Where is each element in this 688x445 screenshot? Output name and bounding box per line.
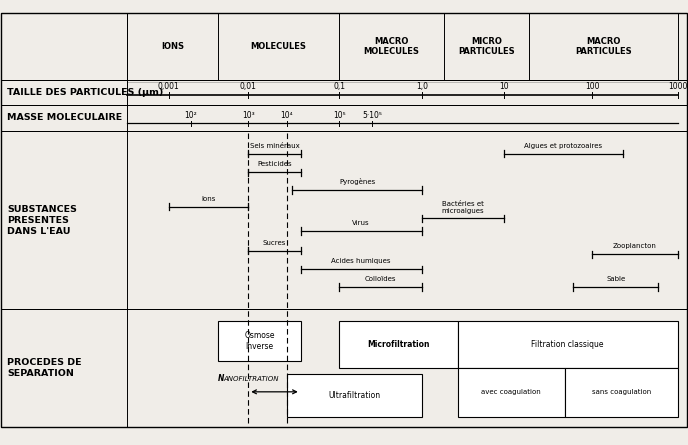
Text: MASSE MOLECULAIRE: MASSE MOLECULAIRE bbox=[7, 113, 122, 122]
Text: MACRO
PARTICULES: MACRO PARTICULES bbox=[575, 37, 632, 56]
Text: SUBSTANCES
PRESENTES
DANS L'EAU: SUBSTANCES PRESENTES DANS L'EAU bbox=[7, 205, 77, 236]
Text: Bactéries et
microalgues: Bactéries et microalgues bbox=[442, 201, 484, 214]
Text: 10³: 10³ bbox=[242, 111, 255, 120]
Text: 0,01: 0,01 bbox=[240, 82, 257, 91]
Bar bbox=[287, 374, 422, 417]
Text: Sels minéraux: Sels minéraux bbox=[250, 143, 299, 149]
Text: Ultrafiltration: Ultrafiltration bbox=[328, 391, 380, 400]
Bar bbox=[339, 321, 458, 368]
Bar bbox=[565, 368, 678, 417]
Text: Osmose
Inverse: Osmose Inverse bbox=[244, 332, 275, 351]
Text: PROCEDES DE
SEPARATION: PROCEDES DE SEPARATION bbox=[7, 358, 81, 378]
Bar bbox=[218, 321, 301, 361]
Text: N: N bbox=[218, 374, 224, 383]
Text: 1,0: 1,0 bbox=[416, 82, 428, 91]
Text: Filtration classique: Filtration classique bbox=[531, 340, 604, 349]
Text: MACRO
MOLECULES: MACRO MOLECULES bbox=[363, 37, 420, 56]
Text: sans coagulation: sans coagulation bbox=[592, 389, 651, 396]
Text: 5·10⁵: 5·10⁵ bbox=[362, 111, 383, 120]
Text: 100: 100 bbox=[585, 82, 600, 91]
Text: ANOFILTRATION: ANOFILTRATION bbox=[224, 376, 279, 382]
Text: Microfiltration: Microfiltration bbox=[367, 340, 429, 349]
Text: Sable: Sable bbox=[606, 276, 625, 282]
Text: IONS: IONS bbox=[161, 42, 184, 51]
Text: 10⁵: 10⁵ bbox=[333, 111, 345, 120]
Bar bbox=[458, 368, 565, 417]
Text: 10²: 10² bbox=[184, 111, 197, 120]
Text: 1000: 1000 bbox=[668, 82, 687, 91]
Text: Algues et protozoaires: Algues et protozoaires bbox=[524, 143, 603, 149]
Text: Sucres: Sucres bbox=[263, 240, 286, 246]
Text: Zooplancton: Zooplancton bbox=[613, 243, 657, 249]
Text: 10: 10 bbox=[499, 82, 509, 91]
Text: 0,001: 0,001 bbox=[158, 82, 180, 91]
Text: MICRO
PARTICULES: MICRO PARTICULES bbox=[458, 37, 515, 56]
Text: Virus: Virus bbox=[352, 220, 370, 226]
Text: Pyrogènes: Pyrogènes bbox=[339, 178, 375, 185]
Text: 0,1: 0,1 bbox=[333, 82, 345, 91]
Text: Colloïdes: Colloïdes bbox=[365, 276, 396, 282]
Text: Ions: Ions bbox=[202, 196, 215, 202]
Text: TAILLE DES PARTICULES (μm): TAILLE DES PARTICULES (μm) bbox=[7, 88, 163, 97]
Text: avec coagulation: avec coagulation bbox=[482, 389, 541, 396]
Text: Acides humiques: Acides humiques bbox=[332, 259, 391, 264]
Bar bbox=[458, 321, 678, 368]
Text: MOLECULES: MOLECULES bbox=[250, 42, 307, 51]
Text: 10⁴: 10⁴ bbox=[281, 111, 293, 120]
Text: Pesticides: Pesticides bbox=[257, 162, 292, 167]
